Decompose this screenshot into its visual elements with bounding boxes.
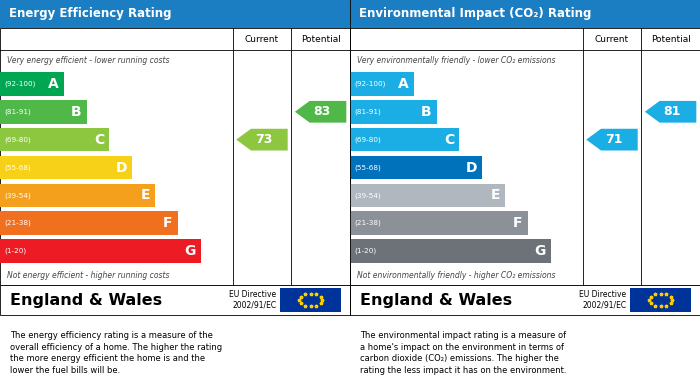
Text: (92-100): (92-100)	[354, 81, 386, 87]
Text: England & Wales: England & Wales	[360, 292, 512, 307]
Text: D: D	[116, 160, 127, 174]
Text: C: C	[94, 133, 104, 147]
Text: 83: 83	[314, 105, 330, 118]
Text: C: C	[444, 133, 454, 147]
Text: 73: 73	[255, 133, 272, 146]
Bar	[350, 28, 700, 285]
Text: Not energy efficient - higher running costs: Not energy efficient - higher running co…	[7, 271, 169, 280]
Text: (81-91): (81-91)	[4, 109, 31, 115]
Text: Current: Current	[245, 34, 279, 43]
Bar	[0, 28, 350, 285]
Text: (39-54): (39-54)	[4, 192, 31, 199]
Polygon shape	[295, 101, 346, 123]
Bar	[0, 72, 64, 96]
Bar	[350, 100, 437, 124]
Text: The energy efficiency rating is a measure of the
overall efficiency of a home. T: The energy efficiency rating is a measur…	[10, 331, 223, 375]
Bar	[0, 156, 132, 179]
Text: Environmental Impact (CO₂) Rating: Environmental Impact (CO₂) Rating	[358, 7, 591, 20]
Text: (39-54): (39-54)	[354, 192, 381, 199]
Text: (21-38): (21-38)	[4, 220, 31, 226]
Polygon shape	[587, 129, 638, 151]
Text: A: A	[48, 77, 59, 91]
Text: (81-91): (81-91)	[354, 109, 381, 115]
Text: Current: Current	[595, 34, 629, 43]
Text: 71: 71	[605, 133, 622, 146]
Text: D: D	[466, 160, 477, 174]
Text: (92-100): (92-100)	[4, 81, 36, 87]
Polygon shape	[645, 101, 696, 123]
Text: (69-80): (69-80)	[4, 136, 31, 143]
Text: Potential: Potential	[651, 34, 690, 43]
Bar	[350, 212, 528, 235]
Text: (69-80): (69-80)	[354, 136, 381, 143]
Bar	[630, 288, 692, 312]
Bar	[0, 100, 87, 124]
Text: F: F	[163, 216, 173, 230]
Bar	[350, 156, 482, 179]
Text: (21-38): (21-38)	[354, 220, 381, 226]
Bar	[350, 0, 700, 28]
Text: B: B	[421, 105, 431, 119]
Bar	[0, 128, 109, 151]
Text: Very environmentally friendly - lower CO₂ emissions: Very environmentally friendly - lower CO…	[357, 56, 556, 65]
Text: A: A	[398, 77, 409, 91]
Text: B: B	[71, 105, 81, 119]
Text: EU Directive
2002/91/EC: EU Directive 2002/91/EC	[580, 290, 627, 310]
Text: E: E	[491, 188, 500, 203]
Text: England & Wales: England & Wales	[10, 292, 162, 307]
Text: G: G	[534, 244, 545, 258]
Bar	[0, 212, 178, 235]
Bar	[0, 239, 201, 263]
Text: 81: 81	[664, 105, 681, 118]
Text: Very energy efficient - lower running costs: Very energy efficient - lower running co…	[7, 56, 169, 65]
Text: Potential: Potential	[301, 34, 340, 43]
Bar	[350, 72, 414, 96]
Text: The environmental impact rating is a measure of
a home's impact on the environme: The environmental impact rating is a mea…	[360, 331, 567, 375]
Text: EU Directive
2002/91/EC: EU Directive 2002/91/EC	[230, 290, 276, 310]
Text: E: E	[141, 188, 150, 203]
Text: Not environmentally friendly - higher CO₂ emissions: Not environmentally friendly - higher CO…	[357, 271, 556, 280]
Bar	[280, 288, 342, 312]
Bar	[350, 285, 700, 315]
Text: Energy Efficiency Rating: Energy Efficiency Rating	[8, 7, 172, 20]
Text: (1-20): (1-20)	[354, 248, 377, 254]
Text: (1-20): (1-20)	[4, 248, 27, 254]
Bar	[350, 128, 459, 151]
Text: (55-68): (55-68)	[354, 164, 381, 171]
Bar	[0, 0, 350, 28]
Text: (55-68): (55-68)	[4, 164, 31, 171]
Bar	[350, 239, 551, 263]
Text: G: G	[184, 244, 195, 258]
Bar	[0, 285, 350, 315]
Polygon shape	[237, 129, 288, 151]
Bar	[350, 183, 505, 207]
Text: F: F	[513, 216, 523, 230]
Bar	[0, 183, 155, 207]
